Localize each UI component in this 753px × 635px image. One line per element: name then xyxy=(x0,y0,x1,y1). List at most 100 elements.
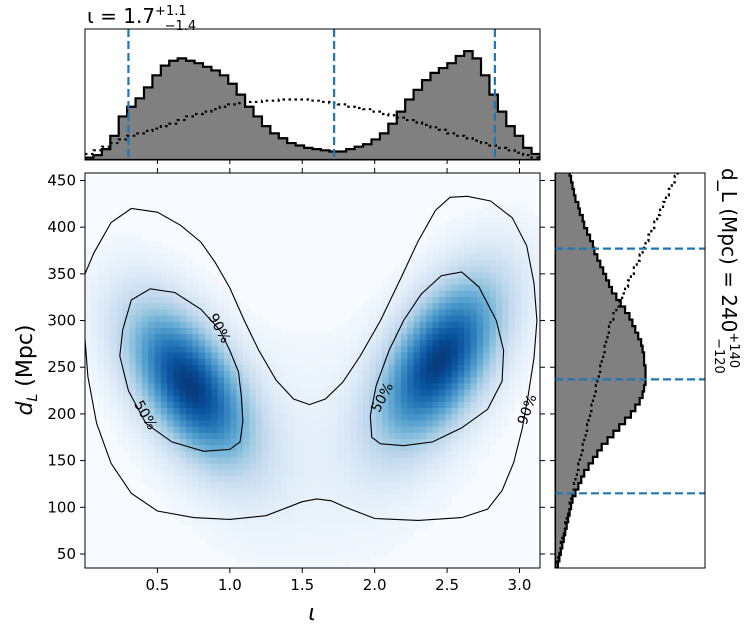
heatmap-cell xyxy=(419,370,427,378)
heatmap-cell xyxy=(407,500,415,507)
heatmap-cell xyxy=(299,469,307,477)
heatmap-cell xyxy=(388,518,396,526)
heatmap-cell xyxy=(141,382,149,390)
heatmap-cell xyxy=(445,407,453,415)
heatmap-cell xyxy=(464,438,472,446)
heatmap-cell xyxy=(464,277,472,285)
heatmap-cell xyxy=(306,395,314,402)
heatmap-cell xyxy=(167,259,175,267)
heatmap-cell xyxy=(135,333,143,341)
heatmap-cell xyxy=(325,395,333,402)
heatmap-cell xyxy=(205,321,212,328)
heatmap-cell xyxy=(407,432,415,439)
heatmap-cell xyxy=(167,506,175,514)
heatmap-cell xyxy=(514,376,522,384)
heatmap-cell xyxy=(268,370,276,378)
heatmap-cell xyxy=(325,345,333,353)
heatmap-cell xyxy=(274,327,282,335)
heatmap-cell xyxy=(476,247,484,254)
heatmap-cell xyxy=(186,265,194,273)
heatmap-cell xyxy=(438,277,446,285)
heatmap-cell xyxy=(388,413,396,421)
heatmap-cell xyxy=(129,370,137,378)
heatmap-cell xyxy=(255,438,263,446)
heatmap-cell xyxy=(489,432,497,439)
heatmap-cell xyxy=(205,395,212,402)
heatmap-cell xyxy=(502,376,509,384)
heatmap-cell xyxy=(508,302,516,310)
heatmap-cell xyxy=(236,314,244,322)
heatmap-cell xyxy=(224,450,231,458)
heatmap-cell xyxy=(236,333,244,341)
heatmap-cell xyxy=(148,432,156,439)
heatmap-cell xyxy=(287,438,295,446)
heatmap-cell xyxy=(382,413,389,421)
heatmap-cell xyxy=(274,339,282,347)
heatmap-cell xyxy=(464,290,472,298)
heatmap-cell xyxy=(205,506,212,514)
heatmap-cell xyxy=(325,382,333,390)
heatmap-cell xyxy=(331,432,339,439)
heatmap-cell xyxy=(217,481,225,489)
heatmap-cell xyxy=(337,543,345,551)
heatmap-cell xyxy=(413,271,421,279)
heatmap-cell xyxy=(205,537,212,544)
heatmap-cell xyxy=(268,382,276,390)
heatmap-cell xyxy=(457,277,465,285)
heatmap-cell xyxy=(318,438,326,446)
heatmap-cell xyxy=(129,265,137,273)
heatmap-cell xyxy=(457,419,465,427)
heatmap-cell xyxy=(217,456,225,464)
heatmap-cell xyxy=(325,450,333,458)
heatmap-cell xyxy=(331,389,339,396)
heatmap-cell xyxy=(293,364,301,372)
heatmap-cell xyxy=(464,469,472,477)
heatmap-cell xyxy=(287,370,295,378)
heatmap-cell xyxy=(457,314,465,322)
heatmap-cell xyxy=(211,493,219,501)
heatmap-cell xyxy=(167,351,175,359)
heatmap-cell xyxy=(464,302,472,310)
heatmap-cell xyxy=(476,401,484,409)
heatmap-cell xyxy=(388,277,396,285)
heatmap-cell xyxy=(388,314,396,322)
heatmap-cell xyxy=(236,419,244,427)
heatmap-cell xyxy=(160,407,168,415)
heatmap-cell xyxy=(344,395,352,402)
heatmap-cell xyxy=(217,364,225,372)
heatmap-cell xyxy=(325,493,333,501)
heatmap-cell xyxy=(318,549,326,557)
heatmap-cell xyxy=(274,530,282,538)
heatmap-cell xyxy=(249,345,257,353)
heatmap-cell xyxy=(325,512,333,520)
heatmap-cell xyxy=(407,321,415,328)
heatmap-cell xyxy=(274,469,282,477)
heatmap-cell xyxy=(224,376,231,384)
heatmap-cell xyxy=(483,351,491,359)
heatmap-cell xyxy=(344,432,352,439)
heatmap-cell xyxy=(432,370,440,378)
heatmap-cell xyxy=(363,555,370,563)
heatmap-cell xyxy=(280,370,288,378)
heatmap-cell xyxy=(502,321,509,328)
x-tick-label: 2.5 xyxy=(435,576,459,594)
heatmap-cell xyxy=(224,382,231,390)
heatmap-cell xyxy=(192,370,200,378)
heatmap-cell xyxy=(407,438,415,446)
heatmap-cell xyxy=(255,370,263,378)
heatmap-cell xyxy=(249,419,257,427)
heatmap-cell xyxy=(527,308,535,316)
heatmap-cell xyxy=(356,321,364,328)
heatmap-cell xyxy=(533,228,540,236)
heatmap-cell xyxy=(419,290,427,298)
heatmap-cell xyxy=(521,210,528,217)
heatmap-cell xyxy=(116,259,124,267)
heatmap-cell xyxy=(116,419,124,427)
heatmap-cell xyxy=(400,308,408,316)
heatmap-cell xyxy=(419,438,427,446)
heatmap-cell xyxy=(85,253,92,260)
heatmap-cell xyxy=(217,426,225,433)
heatmap-cell xyxy=(224,364,231,372)
heatmap-cell xyxy=(179,487,187,495)
heatmap-cell xyxy=(129,419,137,427)
